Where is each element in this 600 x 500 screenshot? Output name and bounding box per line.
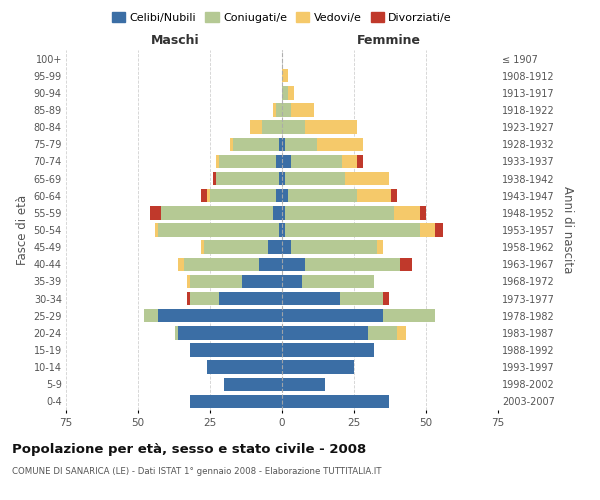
Bar — [282, 224, 285, 236]
Bar — [282, 104, 290, 117]
Bar — [204, 240, 268, 254]
Bar — [178, 326, 282, 340]
Bar — [224, 378, 282, 391]
Bar — [190, 394, 282, 408]
Bar — [317, 138, 362, 151]
Bar — [144, 309, 158, 322]
Bar — [340, 292, 383, 306]
Bar — [400, 258, 412, 271]
Bar — [282, 120, 305, 134]
Bar — [242, 274, 282, 288]
Bar — [282, 360, 354, 374]
Bar — [184, 258, 259, 271]
Bar — [268, 240, 282, 254]
Bar — [279, 138, 282, 151]
Bar — [202, 240, 204, 254]
Bar — [158, 309, 282, 322]
Bar — [357, 189, 391, 202]
Bar — [213, 172, 216, 186]
Y-axis label: Anni di nascita: Anni di nascita — [562, 186, 574, 274]
Bar — [210, 189, 276, 202]
Bar — [149, 206, 161, 220]
Bar — [187, 292, 190, 306]
Bar — [282, 274, 302, 288]
Bar — [282, 292, 340, 306]
Bar — [158, 224, 279, 236]
Bar — [282, 240, 290, 254]
Bar — [276, 104, 282, 117]
Bar — [285, 172, 346, 186]
Bar — [302, 274, 374, 288]
Bar — [290, 240, 377, 254]
Bar — [288, 86, 293, 100]
Bar — [282, 258, 305, 271]
Bar — [285, 224, 420, 236]
Bar — [282, 189, 288, 202]
Bar — [218, 154, 276, 168]
Bar — [420, 224, 434, 236]
Bar — [279, 224, 282, 236]
Bar — [259, 258, 282, 271]
Bar — [282, 326, 368, 340]
Bar — [394, 206, 420, 220]
Bar — [190, 344, 282, 356]
Bar — [282, 86, 288, 100]
Bar — [285, 206, 394, 220]
Text: Popolazione per età, sesso e stato civile - 2008: Popolazione per età, sesso e stato civil… — [12, 442, 366, 456]
Bar — [377, 240, 383, 254]
Bar — [391, 189, 397, 202]
Bar — [190, 274, 242, 288]
Bar — [290, 104, 314, 117]
Text: Femmine: Femmine — [356, 34, 421, 48]
Bar — [305, 120, 357, 134]
Bar — [346, 172, 389, 186]
Bar — [383, 309, 434, 322]
Bar — [175, 326, 178, 340]
Bar — [282, 69, 288, 82]
Bar — [218, 292, 282, 306]
Bar — [155, 224, 158, 236]
Bar — [276, 154, 282, 168]
Bar — [282, 394, 389, 408]
Bar — [434, 224, 443, 236]
Bar — [274, 206, 282, 220]
Bar — [216, 172, 279, 186]
Text: COMUNE DI SANARICA (LE) - Dati ISTAT 1° gennaio 2008 - Elaborazione TUTTITALIA.I: COMUNE DI SANARICA (LE) - Dati ISTAT 1° … — [12, 468, 382, 476]
Bar — [187, 274, 190, 288]
Bar — [357, 154, 362, 168]
Bar — [282, 154, 290, 168]
Legend: Celibi/Nubili, Coniugati/e, Vedovi/e, Divorziati/e: Celibi/Nubili, Coniugati/e, Vedovi/e, Di… — [107, 8, 457, 28]
Bar — [282, 378, 325, 391]
Bar — [282, 309, 383, 322]
Bar — [216, 154, 218, 168]
Bar — [202, 189, 207, 202]
Bar — [282, 206, 285, 220]
Bar — [279, 172, 282, 186]
Bar — [285, 138, 317, 151]
Bar — [274, 104, 276, 117]
Bar — [233, 138, 279, 151]
Bar — [207, 360, 282, 374]
Bar — [290, 154, 343, 168]
Bar — [368, 326, 397, 340]
Bar — [250, 120, 262, 134]
Bar — [276, 189, 282, 202]
Bar — [230, 138, 233, 151]
Bar — [207, 189, 210, 202]
Bar — [282, 344, 374, 356]
Bar — [262, 120, 282, 134]
Bar — [397, 326, 406, 340]
Bar — [420, 206, 426, 220]
Bar — [305, 258, 400, 271]
Bar — [178, 258, 184, 271]
Bar — [190, 292, 218, 306]
Bar — [282, 138, 285, 151]
Bar — [161, 206, 274, 220]
Bar — [288, 189, 357, 202]
Bar — [282, 172, 285, 186]
Y-axis label: Fasce di età: Fasce di età — [16, 195, 29, 265]
Bar — [383, 292, 389, 306]
Text: Maschi: Maschi — [151, 34, 200, 48]
Bar — [343, 154, 357, 168]
